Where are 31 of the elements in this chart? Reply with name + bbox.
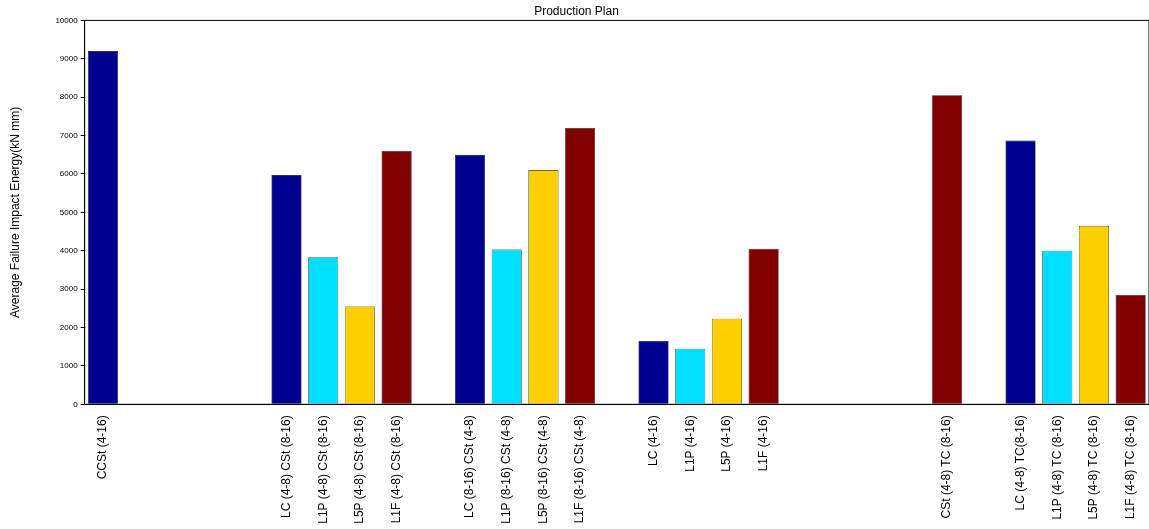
x-tick-label: CSt (4-8) TC (8-16)	[939, 415, 954, 519]
x-tick-label: CCSt (4-16)	[95, 415, 110, 480]
chart-title: Production Plan	[534, 3, 619, 18]
x-tick-label: L1P (4-16)	[682, 415, 697, 472]
y-tick-label: 2000	[59, 322, 79, 332]
y-tick-label: 9000	[59, 53, 79, 63]
x-tick-label: LC (4-8) TC(8-16)	[1012, 415, 1027, 511]
y-tick-label: 8000	[59, 92, 79, 102]
x-tick-label: L1F (4-8) TC (8-16)	[1122, 415, 1137, 520]
x-tick-label: L1F (4-8) CSt (8-16)	[388, 415, 403, 524]
y-tick-label: 7000	[59, 130, 79, 140]
x-tick-label: L5P (4-16)	[719, 415, 734, 472]
y-tick-label: 5000	[59, 207, 79, 217]
x-tick-label: LC (8-16) CSt (4-8)	[462, 415, 477, 518]
y-tick-label: 0	[73, 399, 79, 409]
y-tick-label: 6000	[59, 169, 79, 179]
y-axis-title: Average Failure Impact Energy(kN mm)	[7, 106, 22, 318]
x-tick-label: L5P (4-8) TC (8-16)	[1086, 415, 1101, 520]
y-tick-label: 3000	[59, 284, 79, 294]
x-tick-label: L5P (8-16) CSt (4-8)	[535, 415, 550, 524]
x-tick-label: LC (4-8) CSt (8-16)	[278, 415, 293, 518]
x-tick-label: LC (4-16)	[645, 415, 660, 466]
y-tick-label: 10000	[55, 15, 79, 25]
y-tick-label: 4000	[59, 245, 79, 255]
x-tick-label: L1F (8-16) CSt (4-8)	[572, 415, 587, 524]
y-tick-label: 1000	[59, 361, 79, 371]
x-tick-label: L1P (4-8) TC (8-16)	[1049, 415, 1064, 520]
x-tick-label: L1P (4-8) CSt (8-16)	[315, 415, 330, 524]
x-tick-label: L5P (4-8) CSt (8-16)	[352, 415, 367, 524]
x-tick-label: L1P (8-16) CSt (4-8)	[499, 415, 514, 524]
x-tick-label: L1F (4-16)	[755, 415, 770, 472]
